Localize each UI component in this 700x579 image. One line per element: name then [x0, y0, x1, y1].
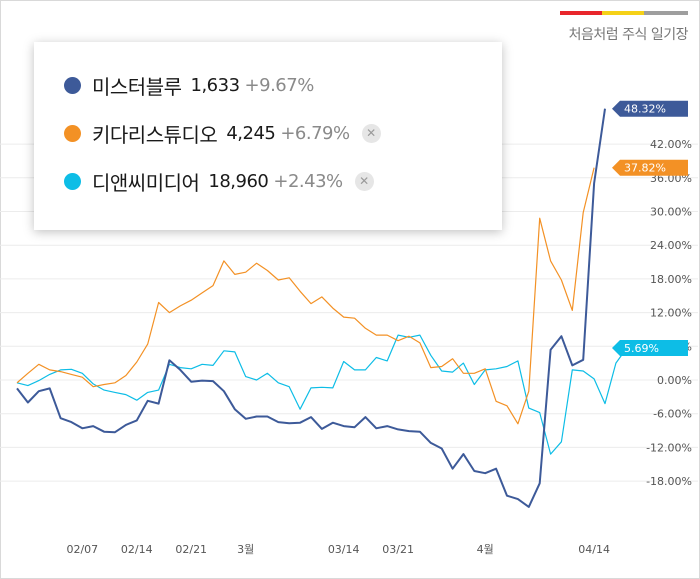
- x-tick-label: 4월: [477, 543, 494, 556]
- series-end-label: 5.69%: [612, 339, 688, 356]
- legend-price: 1,633: [190, 74, 241, 96]
- series-line: [16, 334, 628, 455]
- y-tick-label: -18.00%: [646, 475, 692, 488]
- series-lines: [16, 108, 628, 508]
- brand-color-bar-red: [560, 11, 602, 15]
- brand-color-bar-gray: [644, 11, 688, 15]
- x-tick-label: 03/14: [328, 543, 360, 556]
- end-label-flag: [612, 159, 688, 176]
- brand-title: 처음처럼 주식 일기장: [568, 27, 689, 43]
- legend-item-misterblue[interactable]: 미스터블루 1,633 +9.67%: [64, 71, 314, 99]
- x-tick-label: 02/14: [121, 543, 153, 556]
- y-tick-label: -12.00%: [646, 441, 692, 454]
- legend-box: 미스터블루 1,633 +9.67% 키다리스튜디오 4,245 +6.79% …: [34, 42, 502, 230]
- y-tick-label: 30.00%: [650, 206, 692, 219]
- series-line: [16, 108, 606, 508]
- end-label-flag: [612, 339, 688, 356]
- legend-name: 미스터블루: [92, 74, 182, 99]
- legend-name: 디앤씨미디어: [92, 170, 200, 195]
- legend-price: 4,245: [226, 122, 276, 144]
- y-tick-label: 18.00%: [650, 273, 692, 286]
- remove-series-icon[interactable]: ✕: [361, 123, 381, 143]
- series-end-label: 48.32%: [612, 100, 688, 117]
- x-tick-label: 3월: [237, 543, 254, 556]
- end-label-text: 48.32%: [624, 103, 666, 116]
- legend-change: +2.43%: [273, 170, 343, 192]
- y-tick-label: 0.00%: [657, 374, 692, 387]
- legend-dot: [64, 76, 81, 94]
- legend-name: 키다리스튜디오: [92, 122, 218, 147]
- x-tick-label: 03/21: [382, 543, 414, 556]
- legend-dot: [64, 124, 81, 142]
- y-tick-label: 42.00%: [650, 138, 692, 151]
- end-label-text: 5.69%: [624, 342, 659, 355]
- legend-item-dnc-media[interactable]: 디앤씨미디어 18,960 +2.43% ✕: [64, 167, 374, 195]
- y-tick-label: -6.00%: [653, 408, 692, 421]
- series-line: [16, 167, 595, 425]
- y-axis-ticks: -18.00%-12.00%-6.00%0.00%6.00%12.00%18.0…: [646, 138, 692, 488]
- legend-dot: [64, 172, 81, 190]
- end-label-flag: [612, 100, 688, 117]
- brand-color-bar-yellow: [602, 11, 644, 15]
- series-end-labels: 48.32% 37.82% 5.69%: [612, 100, 688, 356]
- legend-price: 18,960: [208, 170, 269, 192]
- x-tick-label: 04/14: [578, 543, 610, 556]
- end-label-text: 37.82%: [624, 162, 666, 175]
- x-tick-label: 02/07: [66, 543, 98, 556]
- legend-change: +6.79%: [280, 122, 350, 144]
- legend-item-kidari-studio[interactable]: 키다리스튜디오 4,245 +6.79% ✕: [64, 119, 381, 147]
- x-axis-ticks: 02/07 02/14 02/21 3월 03/14 03/21 4월 04/14: [66, 543, 609, 556]
- series-end-label: 37.82%: [612, 159, 688, 176]
- legend-change: +9.67%: [244, 74, 315, 96]
- remove-series-icon[interactable]: ✕: [354, 171, 374, 191]
- y-tick-label: 24.00%: [650, 239, 692, 252]
- x-tick-label: 02/21: [175, 543, 207, 556]
- y-tick-label: 12.00%: [650, 307, 692, 320]
